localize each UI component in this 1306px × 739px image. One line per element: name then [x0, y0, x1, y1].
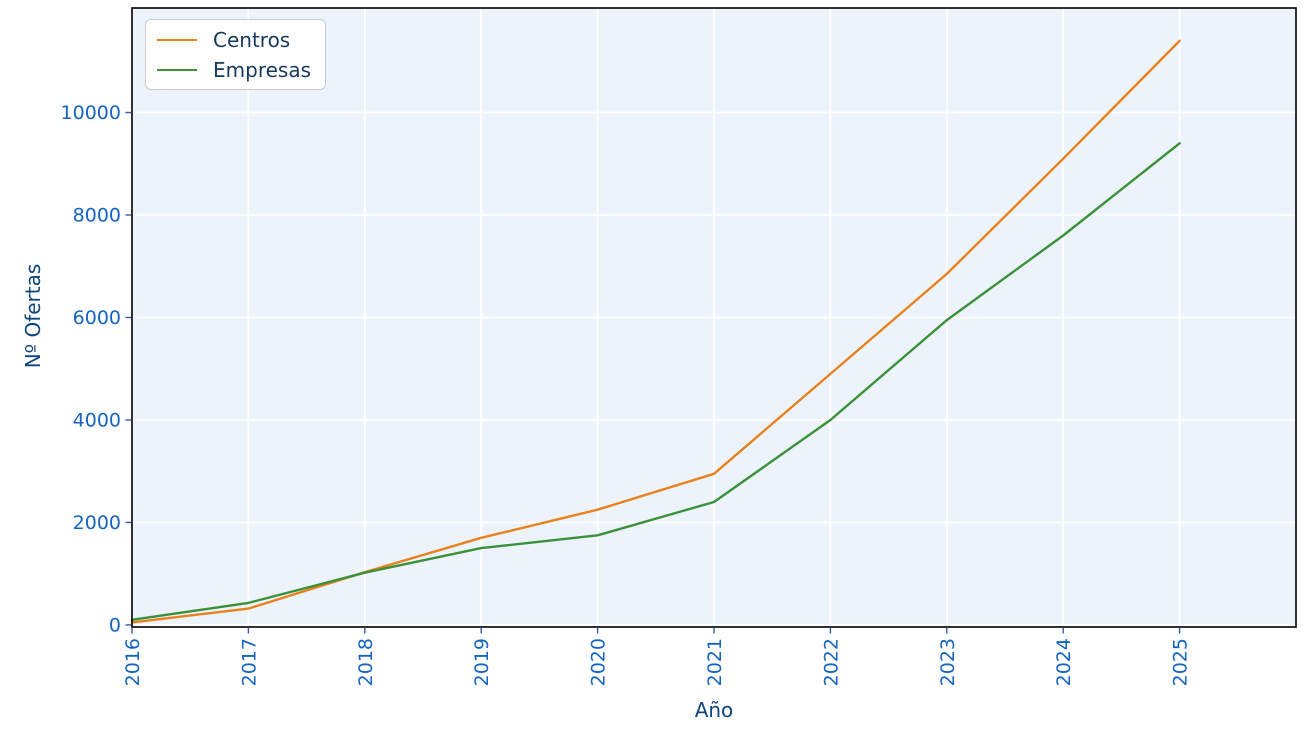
x-tick-label: 2023 [937, 638, 959, 686]
legend-item-centros: Centros [157, 26, 311, 53]
x-tick-label: 2019 [471, 638, 493, 686]
x-tick-label: 2016 [122, 638, 144, 686]
legend: Centros Empresas [145, 19, 326, 90]
x-axis-title: Año [694, 698, 734, 722]
x-tick-label: 2024 [1053, 638, 1075, 686]
y-axis-title: Nº Ofertas [21, 263, 45, 369]
series-line-centros [130, 39, 1181, 624]
x-tick-label: 2018 [355, 638, 377, 686]
y-tick-label: 0 [109, 615, 121, 637]
x-tick-label: 2025 [1170, 638, 1192, 686]
series-line-empresas [130, 142, 1181, 621]
y-tick-label: 4000 [73, 410, 121, 432]
axes-frame [131, 7, 1297, 628]
centros-line-swatch-icon [157, 38, 197, 41]
x-tick-label: 2021 [704, 638, 726, 686]
centros-legend-label: Centros [213, 27, 291, 52]
y-tick-label: 10000 [61, 102, 121, 124]
x-tick-label: 2020 [588, 638, 610, 686]
x-tick-label: 2017 [238, 638, 260, 686]
empresas-legend-label: Empresas [213, 57, 311, 82]
y-tick-label: 8000 [73, 205, 121, 227]
y-tick-label: 2000 [73, 512, 121, 534]
y-tick-label: 6000 [73, 307, 121, 329]
legend-item-empresas: Empresas [157, 56, 311, 83]
empresas-line-swatch-icon [157, 68, 197, 71]
x-tick-label: 2022 [820, 638, 842, 686]
